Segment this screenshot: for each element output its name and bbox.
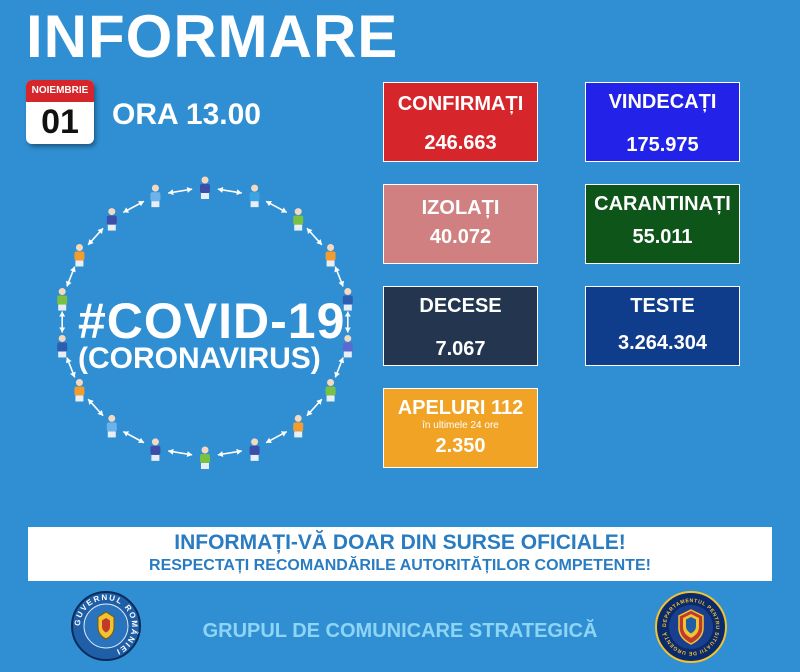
stat-vindecati: VINDECAȚI 175.975 — [585, 82, 740, 162]
arrow-head — [266, 201, 272, 207]
stat-label: VINDECAȚI — [608, 91, 717, 113]
footer-text: GRUPUL DE COMUNICARE STRATEGICĂ — [202, 620, 598, 642]
arrow-head — [306, 410, 313, 416]
stat-decese: DECESE 7.067 — [383, 286, 538, 366]
report-time: ORA 13.00 — [112, 98, 261, 131]
stat-teste: TESTE 3.264.304 — [585, 286, 740, 366]
arrow-head — [280, 431, 287, 437]
page-title: INFORMARE — [26, 3, 399, 70]
stat-label: CARANTINAȚI — [594, 193, 731, 215]
stat-label: CONFIRMAȚI — [397, 93, 524, 115]
arrow-head — [65, 280, 72, 287]
person-icon — [249, 184, 260, 208]
person-icon — [150, 184, 161, 208]
calendar-month: NOIEMBRIE — [26, 80, 94, 102]
arrow-head — [280, 207, 287, 213]
person-icon — [249, 438, 260, 461]
romanian-government-seal-icon: GUVERNUL ROMÂNIEI — [71, 591, 141, 661]
emergency-department-seal-icon: DEPARTAMENTUL PENTRU SITUAȚII DE URGENȚĂ — [655, 591, 727, 663]
arrow-head — [70, 371, 76, 378]
official-sources-notice: INFORMAȚI-VĂ DOAR DIN SURSE OFICIALE! RE… — [28, 527, 772, 581]
arrow-head — [97, 410, 104, 416]
covid-title: #COVID-19 — [78, 293, 346, 349]
stat-confirmati: CONFIRMAȚI 246.663 — [383, 82, 538, 162]
stat-sublabel: în ultimele 24 ore — [422, 420, 499, 431]
stat-value: 40.072 — [429, 226, 492, 248]
arrow-head — [338, 357, 345, 364]
stat-value: 55.011 — [632, 226, 693, 248]
person-icon — [74, 244, 85, 267]
notice-line-1: INFORMAȚI-VĂ DOAR DIN SURSE OFICIALE! — [174, 531, 626, 554]
stat-value: 246.663 — [424, 132, 497, 154]
stat-carantinati: CARANTINAȚI 55.011 — [585, 184, 740, 264]
person-icon — [325, 244, 336, 267]
person-icon — [293, 414, 304, 438]
arrow-head — [236, 448, 242, 455]
arrow-head — [123, 207, 130, 213]
stat-apeluri: APELURI 112 în ultimele 24 ore 2.350 — [383, 388, 538, 468]
person-icon — [200, 176, 210, 199]
arrow-head — [70, 266, 76, 273]
stat-label: APELURI 112 — [397, 397, 524, 419]
stat-value: 7.067 — [435, 338, 486, 360]
stat-izolati: IZOLAȚI 40.072 — [383, 184, 538, 264]
person-icon — [106, 414, 117, 438]
calendar-day: 01 — [41, 103, 79, 141]
notice-line-2: RESPECTAȚI RECOMANDĂRILE AUTORITĂȚILOR C… — [149, 557, 651, 574]
person-icon — [342, 288, 353, 311]
arrow-head — [88, 239, 94, 245]
person-icon — [74, 379, 85, 402]
arrow-head — [59, 311, 66, 317]
person-icon — [57, 334, 68, 358]
arrow-head — [138, 437, 144, 443]
person-icon — [106, 208, 117, 231]
arrow-head — [344, 327, 351, 333]
stat-value: 175.975 — [626, 134, 699, 156]
arrow-head — [316, 399, 322, 405]
calendar-icon: NOIEMBRIE 01 — [26, 80, 94, 144]
arrow-head — [344, 311, 351, 317]
arrow-head — [168, 189, 174, 196]
arrow-head — [338, 280, 345, 287]
arrow-head — [334, 266, 340, 273]
arrow-head — [306, 228, 313, 234]
arrow-head — [59, 327, 66, 333]
arrow-head — [316, 239, 322, 245]
stat-label: DECESE — [419, 295, 502, 317]
arrow-head — [217, 451, 224, 458]
arrow-head — [334, 371, 340, 378]
person-icon — [342, 334, 353, 358]
arrow-head — [65, 357, 72, 364]
person-icon — [57, 288, 68, 311]
covid-subtitle: (CORONAVIRUS) — [78, 342, 321, 375]
person-icon — [325, 379, 336, 402]
arrow-head — [186, 451, 193, 458]
arrow-head — [186, 186, 193, 193]
arrow-head — [217, 186, 224, 193]
person-icon — [200, 446, 210, 469]
stat-value: 2.350 — [435, 435, 486, 457]
person-icon — [150, 438, 161, 461]
people-circle-icon — [57, 176, 353, 469]
arrow-head — [266, 437, 272, 443]
arrow-head — [236, 189, 242, 196]
stat-value: 3.264.304 — [618, 332, 707, 354]
arrow-head — [97, 228, 104, 234]
arrow-head — [138, 201, 144, 207]
stat-label: TESTE — [630, 295, 695, 317]
person-icon — [293, 208, 304, 231]
arrow-head — [123, 431, 130, 437]
arrow-head — [88, 399, 94, 405]
arrow-head — [168, 448, 174, 455]
stat-label: IZOLAȚI — [421, 197, 500, 219]
